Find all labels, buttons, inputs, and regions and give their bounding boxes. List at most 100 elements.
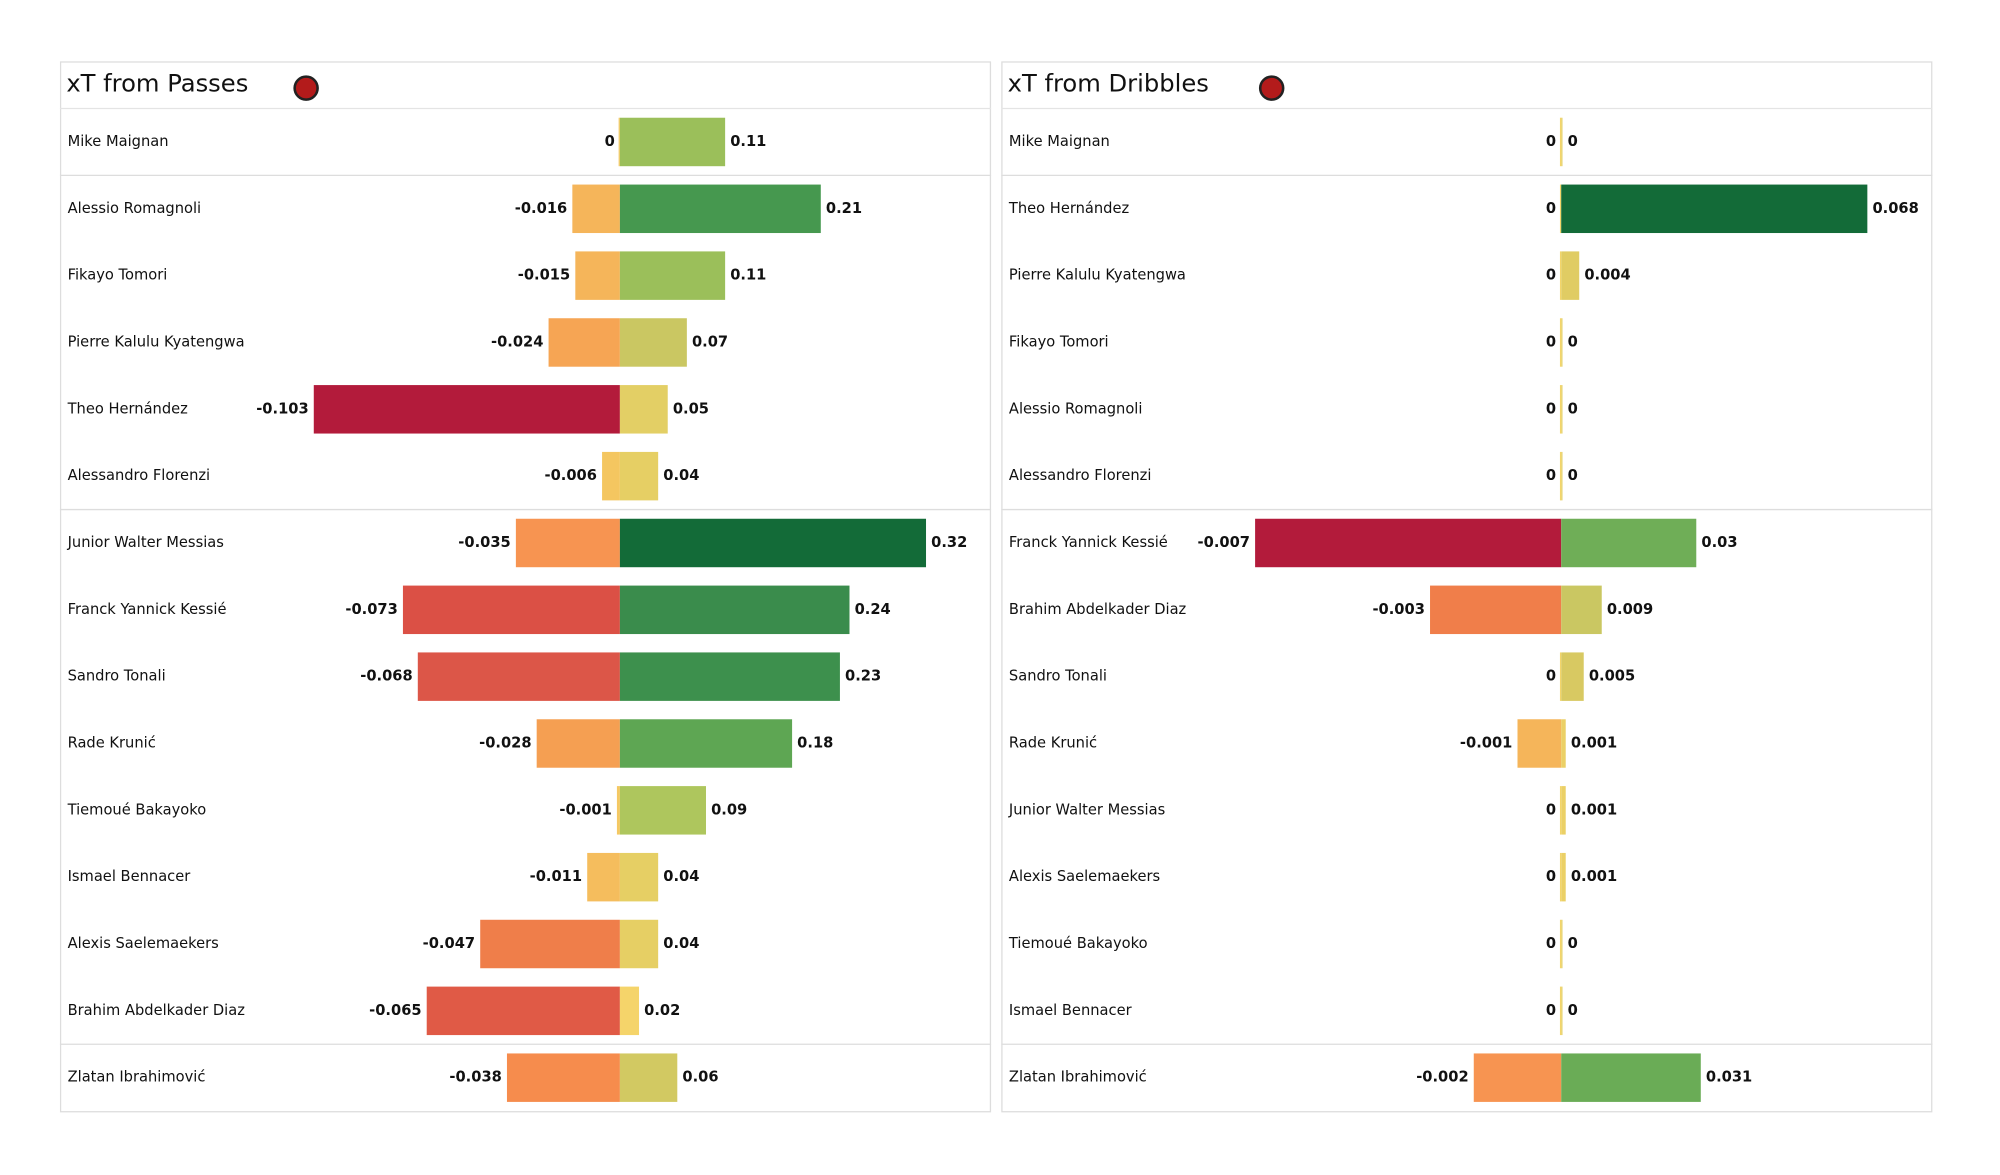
player-name: Alexis Saelemaekers [68,935,219,952]
bar-positive [619,852,659,902]
player-name: Junior Walter Messias [67,534,224,551]
player-name: Alessio Romagnoli [68,200,202,217]
value-label: 0.02 [644,1002,680,1019]
bar-positive [619,585,850,635]
value-label: 0 [1568,400,1578,417]
player-name: Alessandro Florenzi [1009,467,1152,484]
bar-positive [619,1053,678,1102]
bar-positive [619,652,840,701]
value-label: -0.001 [1460,734,1512,751]
bar-positive [1561,117,1563,167]
player-name: Tiemoué Bakayoko [1008,935,1148,952]
value-label: 0 [1568,1002,1578,1019]
value-label: 0 [1546,467,1556,484]
bar-positive [619,919,659,969]
bar-positive [1561,986,1563,1036]
bar-positive [1561,451,1563,501]
bar-positive [1561,852,1566,902]
value-label: 0.001 [1571,801,1617,818]
value-label: 0.06 [682,1069,718,1086]
chart-title: xT from Dribbles [1008,69,1209,97]
value-label: 0 [1568,935,1578,952]
value-label: 0.18 [797,734,833,751]
value-label: 0.09 [711,801,747,818]
chart-title: xT from Passes [66,69,248,97]
bar-positive [619,518,927,568]
bar-negative [536,719,620,768]
value-label: 0.04 [663,868,699,885]
bar-negative [1559,986,1562,1036]
value-label: -0.003 [1372,601,1424,618]
player-name: Fikayo Tomori [1009,333,1109,350]
bar-positive [1561,652,1584,701]
bar-negative [1430,585,1562,635]
value-label: 0 [1568,333,1578,350]
value-label: -0.015 [518,267,570,284]
value-label: 0 [1546,1002,1556,1019]
player-name: Mike Maignan [68,133,169,150]
bar-positive [1561,518,1697,568]
player-name: Zlatan Ibrahimović [68,1069,206,1086]
value-label: 0.04 [663,935,699,952]
value-label: -0.068 [360,668,412,685]
player-name: Rade Krunić [68,734,156,751]
bar-negative [313,385,620,434]
bar-positive [1561,585,1602,635]
value-label: 0.05 [673,400,709,417]
player-name: Fikayo Tomori [68,267,168,284]
bar-negative [515,518,620,568]
bar-negative [402,585,620,635]
bar-positive [1561,318,1563,367]
panel-frame [59,61,992,1113]
bar-positive [619,385,668,434]
player-name: Tiemoué Bakayoko [67,801,207,818]
value-label: -0.007 [1198,534,1250,551]
value-label: -0.024 [491,333,543,350]
bar-positive [1561,919,1563,969]
value-label: 0 [1546,200,1556,217]
value-label: 0.001 [1571,734,1617,751]
value-label: -0.065 [369,1002,421,1019]
value-label: -0.047 [423,935,475,952]
player-name: Pierre Kalulu Kyatengwa [68,333,245,350]
player-name: Ismael Bennacer [1009,1002,1133,1019]
player-name: Zlatan Ibrahimović [1009,1069,1147,1086]
bar-positive [1561,719,1566,768]
value-label: 0.24 [855,601,891,618]
value-label: -0.028 [479,734,531,751]
bar-negative [1559,652,1562,701]
value-label: 0 [1546,333,1556,350]
bar-positive [619,117,726,167]
player-name: Sandro Tonali [1009,668,1107,685]
value-label: 0 [1546,801,1556,818]
player-name: Franck Yannick Kessié [68,601,227,618]
bar-negative [1559,919,1562,969]
value-label: 0.009 [1607,601,1653,618]
value-label: -0.073 [345,601,397,618]
bar-negative [1255,518,1562,568]
value-label: 0.001 [1571,868,1617,885]
value-label: -0.001 [559,801,611,818]
bar-positive [1561,251,1580,300]
value-label: 0.21 [826,200,862,217]
value-label: -0.103 [256,400,308,417]
value-label: 0.004 [1584,267,1630,284]
value-label: 0.03 [1701,534,1737,551]
value-label: 0 [1546,267,1556,284]
panel-frame [1001,61,1933,1113]
value-label: 0.11 [730,267,766,284]
value-label: 0.068 [1872,200,1918,217]
player-name: Theo Hernández [1008,200,1130,217]
value-label: 0.07 [692,333,728,350]
bar-negative [417,652,620,701]
bar-negative [572,184,620,234]
bar-negative [602,451,620,501]
player-name: Franck Yannick Kessié [1009,534,1168,551]
value-label: 0.23 [845,668,881,685]
bar-negative [1473,1053,1562,1102]
bar-positive [619,251,726,300]
player-name: Junior Walter Messias [1008,801,1165,818]
player-name: Brahim Abdelkader Diaz [68,1002,246,1019]
bar-positive [619,786,706,835]
